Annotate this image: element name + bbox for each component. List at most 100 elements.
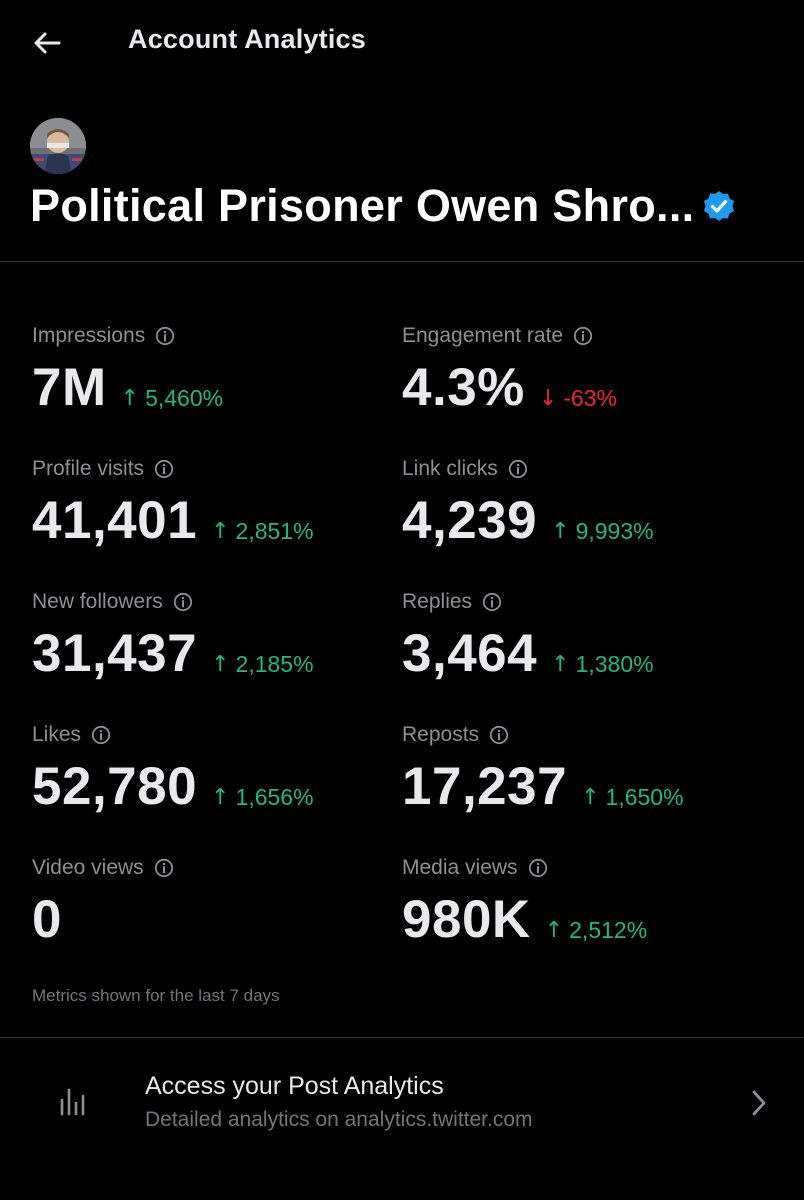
metric-value-row: 3,464 ↑ 1,380% [402,626,762,682]
info-icon[interactable] [91,725,111,745]
profile-name-row: Political Prisoner Owen Shro... [30,176,736,236]
metric-value: 41,401 [32,491,198,550]
metric-value: 31,437 [32,624,198,683]
avatar[interactable] [30,118,86,174]
metric-label: New followers [32,590,163,613]
info-icon[interactable] [508,459,528,479]
divider [0,261,804,262]
metric-value-row: 980K ↑ 2,512% [402,892,762,948]
arrow-down-icon: ↓ [538,386,558,411]
metric-value-row: 31,437 ↑ 2,185% [32,626,392,682]
metric-change-value: 9,993% [575,518,654,544]
metric-label-row: Reposts [402,721,762,749]
chevron-right-icon[interactable] [748,1088,770,1118]
metric-value: 7M [32,358,107,417]
metric-value: 0 [32,890,62,949]
metric-value: 17,237 [402,757,568,816]
metric-change-value: 1,650% [605,784,684,810]
arrow-up-icon: ↑ [211,519,230,544]
metric-change: ↑ 2,512% [545,917,647,944]
metric-label-row: Likes [32,721,392,749]
metric-label: Link clicks [402,457,498,480]
info-icon[interactable] [528,858,548,878]
metric-change-value: 1,656% [235,784,314,810]
metric-change: ↑ 5,460% [121,385,223,412]
metric-label-row: Video views [32,854,392,882]
metric-value: 4,239 [402,491,538,550]
metric-change: ↑ 1,650% [581,784,683,811]
metric-value: 3,464 [402,624,538,683]
metric-value-row: 4,239 ↑ 9,993% [402,493,762,549]
metric-value: 980K [402,890,531,949]
metric-label: Replies [402,590,473,613]
metric-value: 52,780 [32,757,198,816]
arrow-up-icon: ↑ [551,652,570,677]
metric-card: Video views 0 [32,854,392,948]
metric-label: Reposts [402,723,480,746]
metric-change: ↑ 1,380% [551,651,653,678]
metric-label: Media views [402,856,518,879]
metric-change: ↑ 1,656% [211,784,313,811]
metric-change-value: 5,460% [145,385,224,411]
metric-value-row: 41,401 ↑ 2,851% [32,493,392,549]
info-icon[interactable] [489,725,509,745]
metric-card: Link clicks 4,239 ↑ 9,993% [402,455,762,549]
arrow-up-icon: ↑ [544,918,564,943]
metric-value-row: 0 [32,892,392,948]
metric-change: ↑ 9,993% [551,518,653,545]
metric-card: Engagement rate 4.3% ↓ -63% [402,322,762,416]
info-icon[interactable] [155,326,175,346]
metric-label-row: Impressions [32,322,392,350]
metric-change-value: -63% [563,385,617,411]
arrow-up-icon: ↑ [581,785,600,810]
info-icon[interactable] [573,326,593,346]
metric-label-row: Link clicks [402,455,762,483]
metric-label-row: Profile visits [32,455,392,483]
metric-card: Media views 980K ↑ 2,512% [402,854,762,948]
metric-change-value: 2,185% [235,651,314,677]
metric-change: ↓ -63% [539,385,617,412]
metric-change-value: 2,512% [569,917,648,943]
metric-value: 4.3% [402,358,525,417]
metric-label: Impressions [32,324,146,347]
arrow-up-icon: ↑ [211,652,230,677]
metric-label-row: Replies [402,588,762,616]
profile-name[interactable]: Political Prisoner Owen Shro... [30,180,695,231]
metric-label: Profile visits [32,457,145,480]
metric-change: ↑ 2,851% [211,518,313,545]
arrow-up-icon: ↑ [211,785,230,810]
post-analytics-title[interactable]: Access your Post Analytics [145,1072,444,1100]
post-analytics-subtitle: Detailed analytics on analytics.twitter.… [145,1108,533,1131]
info-icon[interactable] [154,858,174,878]
app-header: Account Analytics [0,0,804,88]
metric-label: Video views [32,856,144,879]
divider [0,1037,804,1038]
page-title: Account Analytics [128,24,366,54]
metric-card: Profile visits 41,401 ↑ 2,851% [32,455,392,549]
bar-chart-icon [58,1086,86,1116]
metric-card: Impressions 7M ↑ 5,460% [32,322,392,416]
metric-value-row: 7M ↑ 5,460% [32,360,392,416]
arrow-left-icon [34,32,61,54]
metric-value-row: 52,780 ↑ 1,656% [32,759,392,815]
info-icon[interactable] [154,459,174,479]
metric-label-row: New followers [32,588,392,616]
metric-card: Replies 3,464 ↑ 1,380% [402,588,762,682]
metric-value-row: 17,237 ↑ 1,650% [402,759,762,815]
metric-change-value: 2,851% [235,518,314,544]
back-button[interactable] [30,26,64,60]
info-icon[interactable] [173,592,193,612]
metric-label-row: Media views [402,854,762,882]
metric-card: Likes 52,780 ↑ 1,656% [32,721,392,815]
verified-badge-icon [702,189,736,223]
arrow-up-icon: ↑ [551,519,570,544]
metric-change-value: 1,380% [575,651,654,677]
metric-card: Reposts 17,237 ↑ 1,650% [402,721,762,815]
metric-label: Likes [32,723,82,746]
arrow-up-icon: ↑ [120,386,140,411]
metric-change: ↑ 2,185% [211,651,313,678]
metric-card: New followers 31,437 ↑ 2,185% [32,588,392,682]
metrics-footnote: Metrics shown for the last 7 days [32,986,280,1005]
info-icon[interactable] [482,592,502,612]
avatar-image [30,118,86,174]
